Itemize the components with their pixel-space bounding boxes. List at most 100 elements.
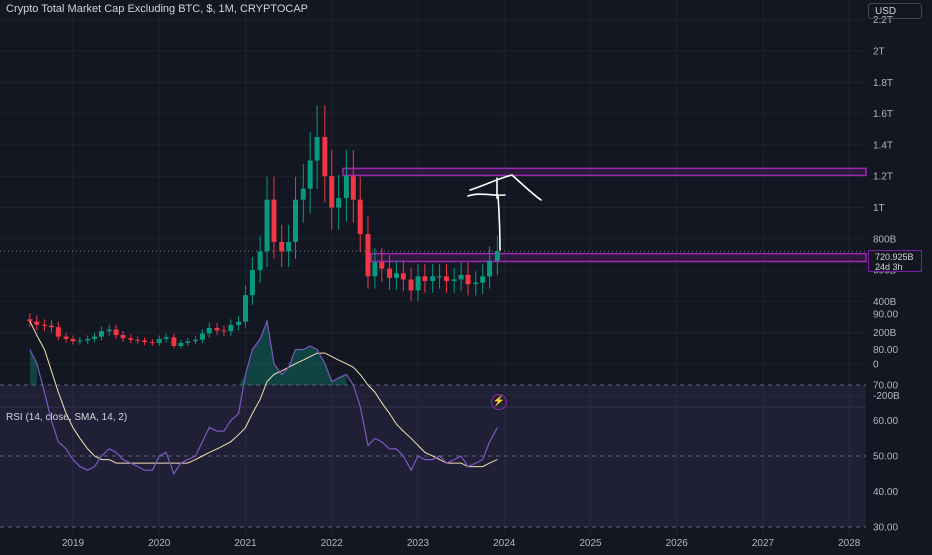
candle-body [372, 262, 378, 277]
candle-body [77, 340, 83, 342]
candle-body [487, 260, 493, 277]
candle-body [379, 262, 385, 269]
rsi-overbought-fill [288, 349, 296, 385]
candle-body [286, 241, 292, 252]
candle-body [279, 241, 285, 252]
candle-body [48, 325, 54, 328]
rsi-tick-label: 90.00 [873, 310, 898, 321]
candle-body [178, 342, 184, 347]
price-tick-label: 200B [873, 328, 897, 339]
rsi-overbought-fill [303, 345, 311, 385]
candle-body [221, 330, 227, 332]
candle-body [264, 199, 270, 252]
candle-body [257, 251, 263, 271]
rsi-title: RSI (14, close, SMA, 14, 2) [6, 412, 128, 423]
price-tick-label: 2.2T [873, 15, 893, 26]
candle-body [350, 176, 356, 200]
candle-body [63, 336, 69, 339]
candle-body [307, 160, 313, 189]
candle-body [415, 276, 421, 291]
price-tick-label: 0 [873, 360, 879, 371]
candle-body [120, 335, 126, 339]
arrow-up-icon [467, 174, 542, 251]
candle-body [465, 274, 471, 285]
time-tick-label: 2024 [493, 538, 516, 549]
price-tick-label: 1.4T [873, 140, 893, 151]
candle-body [135, 339, 141, 341]
currency-button[interactable]: USD [868, 3, 922, 19]
price-tick-label: 1.6T [873, 109, 893, 120]
rsi-overbought-fill [281, 367, 289, 385]
rsi-overbought-fill [310, 345, 318, 385]
candle-body [443, 276, 449, 282]
candle-body [480, 276, 486, 283]
candle-body [98, 331, 104, 337]
candle-body [214, 328, 220, 331]
rsi-overbought-fill [252, 338, 261, 385]
time-tick-label: 2020 [148, 538, 171, 549]
candle-body [365, 234, 371, 277]
candle-body [336, 198, 342, 208]
candle-body [343, 176, 349, 199]
candle-body [243, 295, 248, 322]
resistance-zone [370, 252, 867, 263]
candle-body [27, 319, 33, 322]
price-tag-countdown: 24d 3h [875, 262, 903, 272]
candle-body [494, 251, 500, 261]
rsi-tick-label: 50.00 [873, 452, 898, 463]
candle-body [357, 199, 363, 235]
rsi-overbought-fill [273, 363, 282, 385]
bolt-icon[interactable]: ⚡ [491, 394, 507, 410]
chart-title: Crypto Total Market Cap Excluding BTC, $… [6, 3, 309, 15]
candle-body [156, 338, 162, 343]
price-tick-label: 1T [873, 203, 885, 214]
candle-body [228, 324, 234, 332]
candle-body [422, 276, 428, 282]
candle-body [271, 199, 277, 242]
time-tick-label: 2025 [579, 538, 602, 549]
rsi-overbought-fill [267, 321, 274, 385]
candle-body [329, 176, 335, 208]
time-tick-label: 2026 [666, 538, 689, 549]
candle-body [249, 270, 255, 296]
candle-body [106, 329, 112, 332]
candle-body [163, 337, 169, 339]
time-tick-label: 2021 [234, 538, 257, 549]
candle-body [34, 321, 40, 325]
price-tag: 720.925B 24d 3h [868, 250, 922, 272]
rsi-overbought-fill [295, 349, 304, 385]
candle-body [430, 276, 436, 282]
candle-body [113, 329, 119, 336]
time-tick-label: 2023 [407, 538, 430, 549]
candle-body [185, 341, 191, 343]
candle-body [387, 268, 393, 278]
time-tick-label: 2027 [752, 538, 775, 549]
rsi-tick-label: 60.00 [873, 416, 898, 427]
resistance-zone [342, 167, 867, 177]
price-tick-label: 800B [873, 234, 897, 245]
candle-body [206, 328, 212, 334]
candle-body [92, 336, 98, 339]
candle-body [199, 333, 205, 340]
price-tag-value: 720.925B [875, 252, 914, 262]
candle-body [322, 137, 328, 177]
price-tick-label: 1.2T [873, 172, 893, 183]
candle-body [473, 282, 479, 285]
rsi-overbought-fill [331, 377, 339, 385]
candle-body [314, 137, 320, 161]
candle-body [408, 279, 414, 291]
candle-body [400, 273, 406, 280]
candle-body [85, 338, 91, 341]
candle-body [458, 274, 464, 280]
candle-body [437, 276, 443, 278]
rsi-tick-label: 70.00 [873, 381, 898, 392]
time-tick-label: 2028 [838, 538, 861, 549]
rsi-line [29, 318, 498, 476]
candle-body [128, 338, 134, 340]
rsi-overbought-fill [260, 321, 268, 385]
candle-body [55, 327, 61, 337]
price-tick-label: 2T [873, 47, 885, 58]
candle-body [300, 188, 306, 200]
